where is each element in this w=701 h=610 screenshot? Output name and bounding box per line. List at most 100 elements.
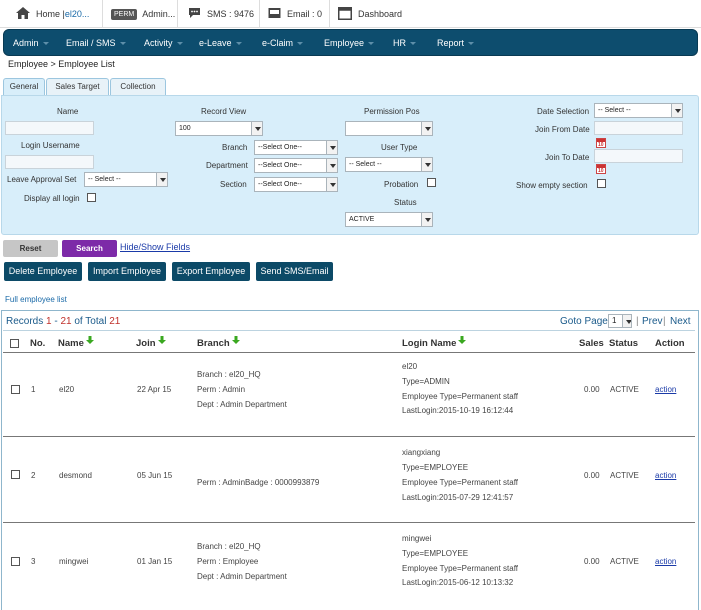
nav-admin[interactable]: Admin	[13, 30, 49, 57]
chevron-down-icon	[326, 178, 337, 191]
section-select[interactable]: --Select One--	[254, 177, 338, 192]
import-employee-button[interactable]: Import Employee	[88, 262, 166, 281]
row-checkbox[interactable]	[11, 470, 20, 479]
nav-e-leave[interactable]: e-Leave	[199, 30, 242, 57]
join-to-input[interactable]	[594, 149, 683, 163]
chevron-down-icon	[421, 122, 432, 135]
goto-page-label: Goto Page	[560, 316, 608, 327]
row-login-line: LastLogin:2015-10-19 16:12:44	[402, 406, 514, 415]
send-sms-email-button[interactable]: Send SMS/Email	[256, 262, 333, 281]
row-branch-line: Branch : el20_HQ	[197, 370, 261, 379]
row-divider	[3, 436, 695, 437]
chevron-down-icon	[421, 158, 432, 171]
prev-link[interactable]: Prev	[642, 316, 663, 327]
show-empty-section-checkbox[interactable]	[597, 179, 606, 188]
col-header-action: Action	[655, 338, 685, 349]
home-link[interactable]: Home | el20...	[8, 0, 103, 28]
col-header-login-name[interactable]: Login Name	[402, 336, 467, 349]
email-label: Email : 0	[287, 9, 323, 19]
nav-report[interactable]: Report	[437, 30, 475, 57]
nav-email-sms[interactable]: Email / SMS	[66, 30, 126, 57]
row-login-line: el20	[402, 362, 418, 371]
row-branch-line: Perm : Employee	[197, 557, 259, 566]
dashboard-icon	[338, 6, 352, 22]
department-label: Department	[206, 161, 248, 170]
date-selection-label: Date Selection	[537, 107, 590, 116]
home-user[interactable]: el20...	[64, 9, 90, 19]
row-branch-line: Dept : Admin Department	[197, 572, 287, 581]
select-all-checkbox[interactable]	[10, 339, 19, 348]
row-action-link[interactable]: action	[655, 557, 677, 566]
search-button[interactable]: Search	[62, 240, 117, 257]
row-no: 3	[31, 557, 36, 566]
probation-checkbox[interactable]	[427, 178, 436, 187]
row-login-line: xiangxiang	[402, 448, 441, 457]
tab-collection[interactable]: Collection	[110, 78, 166, 95]
pager-divider: |	[636, 316, 639, 327]
col-header-join[interactable]: Join	[136, 336, 166, 349]
record-view-select[interactable]: 100	[175, 121, 263, 136]
export-employee-button[interactable]: Export Employee	[172, 262, 250, 281]
row-join: 22 Apr 15	[137, 385, 172, 394]
nav-e-claim[interactable]: e-Claim	[262, 30, 304, 57]
permission-pos-select[interactable]	[345, 121, 433, 136]
sms-label: SMS : 9476	[207, 9, 255, 19]
nav-activity[interactable]: Activity	[144, 30, 183, 57]
tab-sales-target[interactable]: Sales Target	[46, 78, 109, 95]
calendar-icon[interactable]: 10	[596, 138, 606, 148]
name-label: Name	[57, 107, 79, 116]
nav-employee[interactable]: Employee	[324, 30, 375, 57]
header-divider	[3, 330, 695, 331]
row-branch-line: Dept : Admin Department	[197, 400, 287, 409]
join-to-label: Join To Date	[545, 153, 590, 162]
chevron-down-icon	[421, 213, 432, 226]
status-select[interactable]: ACTIVE	[345, 212, 433, 227]
email-link[interactable]: Email : 0	[260, 0, 330, 28]
probation-label: Probation	[384, 180, 419, 189]
reset-button[interactable]: Reset	[3, 240, 58, 257]
pager-divider: |	[663, 316, 666, 327]
sort-arrow-icon	[458, 336, 467, 344]
row-branch-line: Perm : Admin	[197, 385, 246, 394]
department-select[interactable]: --Select One--	[254, 158, 338, 173]
row-action-link[interactable]: action	[655, 385, 677, 394]
row-divider	[3, 352, 695, 353]
delete-employee-button[interactable]: Delete Employee	[4, 262, 82, 281]
inbox-icon	[268, 7, 281, 21]
full-employee-list-link[interactable]: Full employee list	[5, 295, 67, 304]
leave-approval-select[interactable]: -- Select --	[84, 172, 168, 187]
page-select[interactable]: 1	[608, 314, 632, 328]
row-checkbox[interactable]	[11, 385, 20, 394]
records-panel	[1, 310, 699, 610]
login-username-input[interactable]	[5, 155, 94, 169]
row-name: el20	[59, 385, 75, 394]
display-all-login-checkbox[interactable]	[87, 193, 96, 202]
show-empty-section-label: Show empty section	[516, 181, 588, 190]
date-selection-select[interactable]: -- Select --	[594, 103, 683, 118]
calendar-icon[interactable]: 10	[596, 164, 606, 174]
nav-hr[interactable]: HR	[393, 30, 416, 57]
row-action-link[interactable]: action	[655, 471, 677, 480]
name-input[interactable]	[5, 121, 94, 135]
row-checkbox[interactable]	[11, 557, 20, 566]
perm-badge: PERM	[111, 8, 138, 20]
row-login-line: Employee Type=Permanent staff	[402, 392, 518, 401]
branch-select[interactable]: --Select One--	[254, 140, 338, 155]
col-header-no: No.	[30, 338, 46, 349]
row-branch-line: Branch : el20_HQ	[197, 542, 261, 551]
sms-link[interactable]: SMS : 9476	[180, 0, 260, 28]
chevron-down-icon	[326, 159, 337, 172]
join-from-input[interactable]	[594, 121, 683, 135]
next-link[interactable]: Next	[670, 316, 691, 327]
col-header-branch[interactable]: Branch	[197, 336, 240, 349]
col-header-name[interactable]: Name	[58, 336, 94, 349]
tab-general[interactable]: General	[3, 78, 45, 96]
user-type-select[interactable]: -- Select --	[345, 157, 433, 172]
row-login-line: mingwei	[402, 534, 432, 543]
row-join: 01 Jan 15	[137, 557, 173, 566]
hide-show-fields-link[interactable]: Hide/Show Fields	[120, 242, 191, 252]
top-bar: Home | el20... PERM Admin... SMS : 9476 …	[0, 0, 701, 28]
dashboard-link[interactable]: Dashboard	[330, 0, 414, 28]
login-username-label: Login Username	[21, 141, 80, 150]
perm-menu[interactable]: PERM Admin...	[103, 0, 178, 28]
